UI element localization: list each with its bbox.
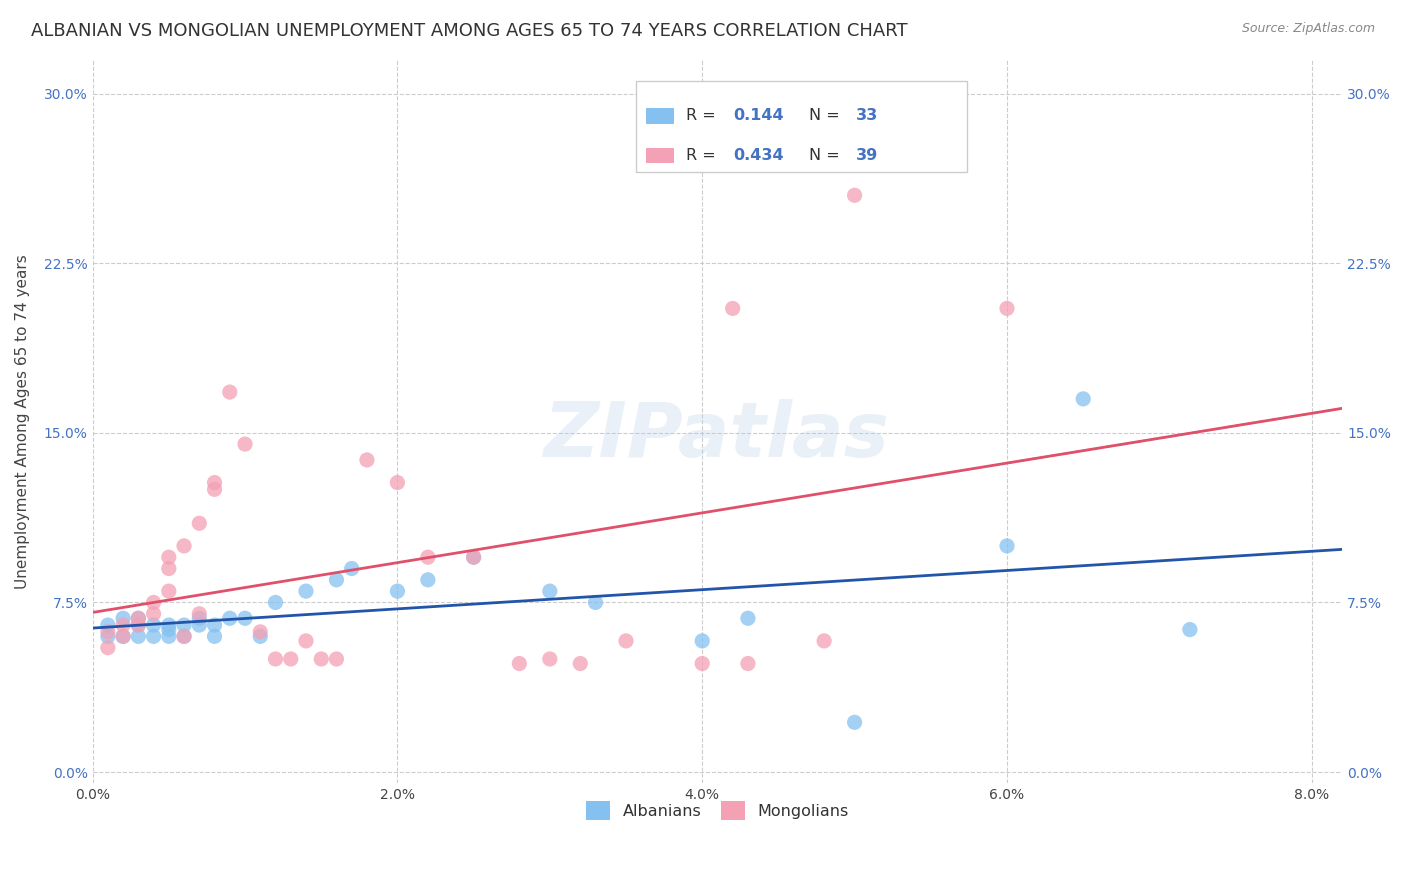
Point [569, 657, 592, 671]
Point [538, 584, 561, 599]
Point [127, 618, 149, 632]
Point [218, 385, 240, 400]
Point [173, 629, 195, 643]
Point [142, 607, 165, 621]
Point [157, 584, 180, 599]
Text: 0.434: 0.434 [734, 148, 785, 163]
Text: N =: N = [808, 108, 845, 123]
Point [356, 453, 378, 467]
Point [233, 437, 256, 451]
Point [325, 652, 347, 666]
Point [690, 633, 713, 648]
Text: N =: N = [808, 148, 845, 163]
Point [844, 188, 866, 202]
Point [173, 629, 195, 643]
Point [325, 573, 347, 587]
Text: ZIPatlas: ZIPatlas [544, 399, 890, 473]
Text: 0.144: 0.144 [734, 108, 785, 123]
Point [416, 573, 439, 587]
Text: R =: R = [686, 108, 721, 123]
Point [112, 611, 135, 625]
Point [173, 539, 195, 553]
Point [249, 624, 271, 639]
Point [188, 618, 211, 632]
Point [157, 623, 180, 637]
Point [204, 483, 226, 497]
Point [127, 611, 149, 625]
Point [112, 618, 135, 632]
Point [97, 624, 120, 639]
Bar [647, 108, 673, 124]
Point [97, 629, 120, 643]
Point [264, 595, 287, 609]
Point [309, 652, 332, 666]
Point [188, 611, 211, 625]
Y-axis label: Unemployment Among Ages 65 to 74 years: Unemployment Among Ages 65 to 74 years [15, 254, 30, 589]
Point [280, 652, 302, 666]
Point [142, 618, 165, 632]
Point [995, 539, 1018, 553]
Bar [637, 81, 967, 172]
Point [173, 618, 195, 632]
Point [463, 550, 485, 565]
Point [264, 652, 287, 666]
Point [508, 657, 530, 671]
Point [387, 584, 409, 599]
Point [721, 301, 744, 316]
Point [233, 611, 256, 625]
Point [1071, 392, 1094, 406]
Point [416, 550, 439, 565]
Point [218, 611, 240, 625]
Text: R =: R = [686, 148, 721, 163]
Point [157, 561, 180, 575]
Point [463, 550, 485, 565]
Point [295, 633, 318, 648]
Point [995, 301, 1018, 316]
Bar [647, 147, 673, 163]
Point [690, 657, 713, 671]
Text: 39: 39 [856, 148, 879, 163]
Point [204, 618, 226, 632]
Point [188, 607, 211, 621]
Point [295, 584, 318, 599]
Text: ALBANIAN VS MONGOLIAN UNEMPLOYMENT AMONG AGES 65 TO 74 YEARS CORRELATION CHART: ALBANIAN VS MONGOLIAN UNEMPLOYMENT AMONG… [31, 22, 907, 40]
Point [538, 652, 561, 666]
Point [204, 475, 226, 490]
Point [157, 618, 180, 632]
Point [127, 629, 149, 643]
Point [585, 595, 607, 609]
Point [142, 595, 165, 609]
Point [188, 516, 211, 531]
Point [387, 475, 409, 490]
Point [127, 618, 149, 632]
Point [340, 561, 363, 575]
Point [112, 629, 135, 643]
Point [737, 611, 759, 625]
Point [157, 629, 180, 643]
Point [97, 618, 120, 632]
Point [204, 629, 226, 643]
Point [737, 657, 759, 671]
Point [614, 633, 637, 648]
Legend: Albanians, Mongolians: Albanians, Mongolians [579, 795, 855, 826]
Point [127, 611, 149, 625]
Text: 33: 33 [856, 108, 879, 123]
Point [1178, 623, 1201, 637]
Point [844, 715, 866, 730]
Point [97, 640, 120, 655]
Point [112, 629, 135, 643]
Point [142, 629, 165, 643]
Point [157, 550, 180, 565]
Point [249, 629, 271, 643]
Point [813, 633, 835, 648]
Text: Source: ZipAtlas.com: Source: ZipAtlas.com [1241, 22, 1375, 36]
